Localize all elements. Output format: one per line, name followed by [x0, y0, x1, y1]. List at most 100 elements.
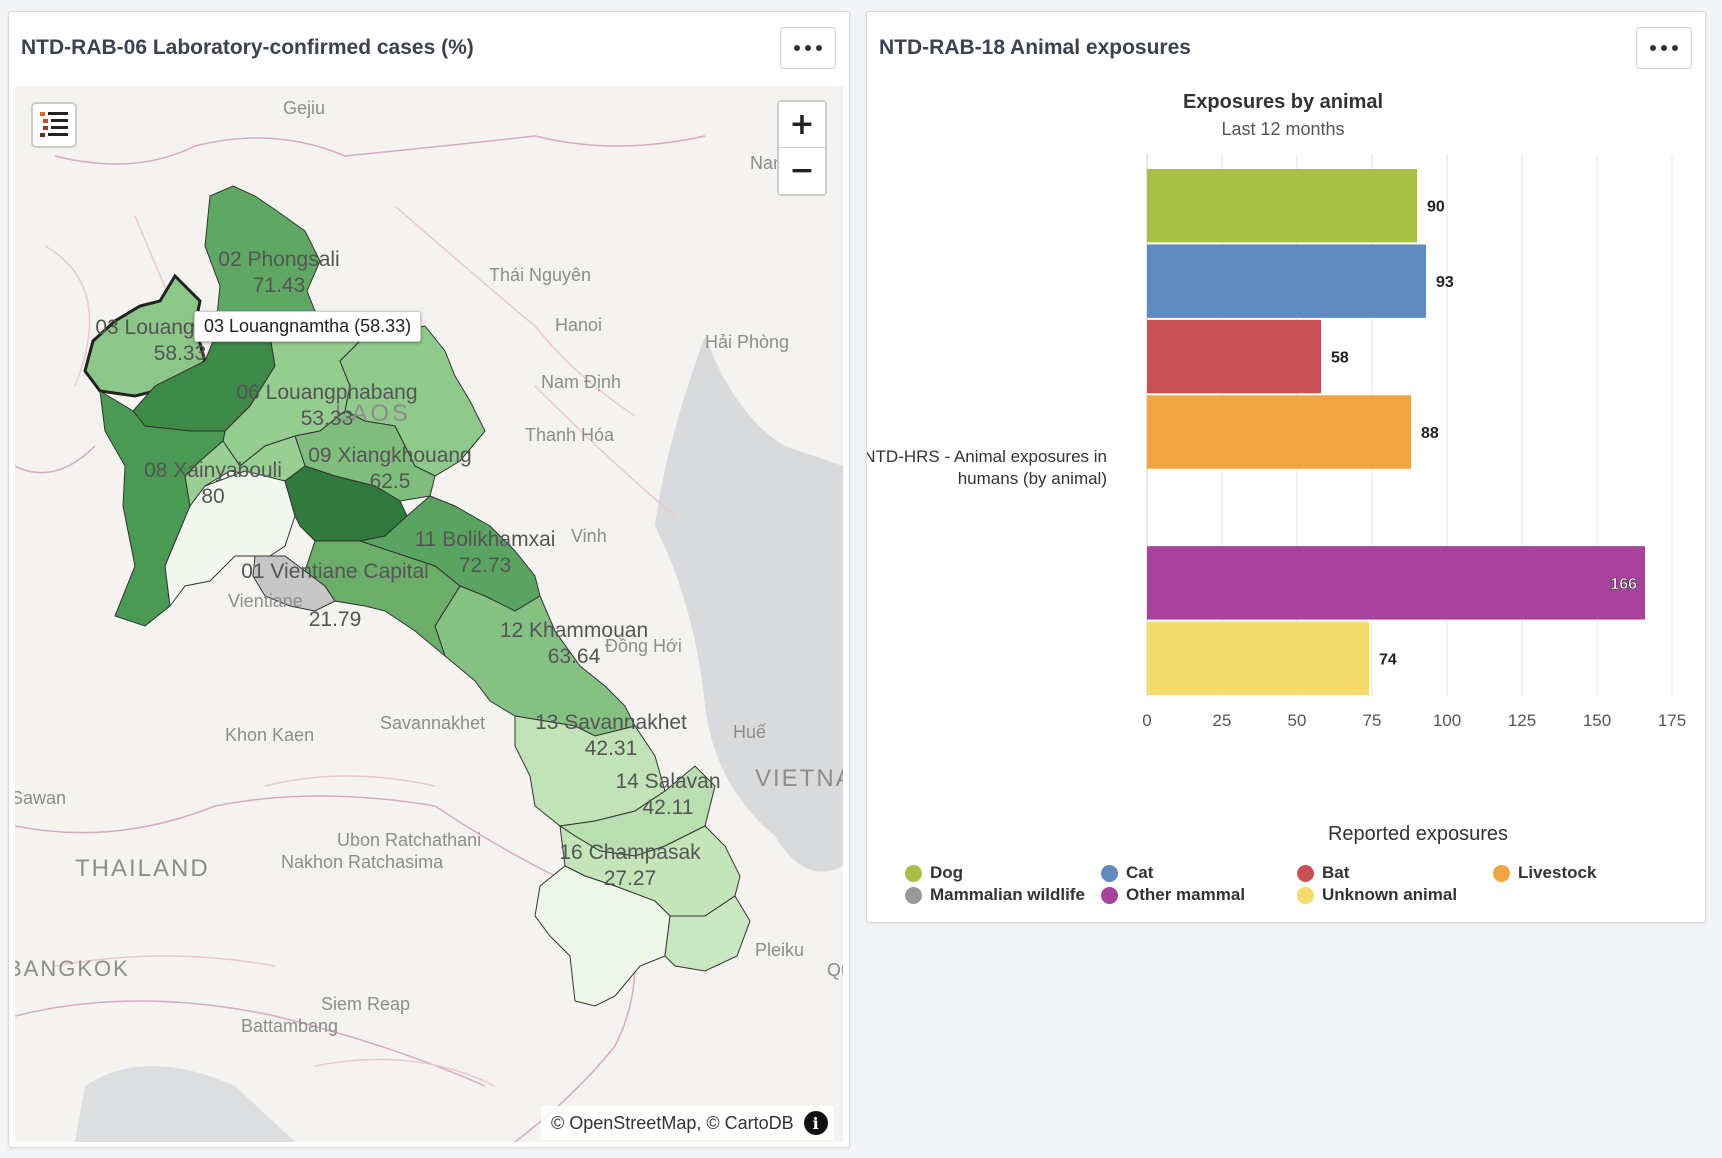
basemap-label: Đồng Hới — [605, 636, 682, 656]
data-label: 166 — [1610, 576, 1637, 593]
bar-unknown-animal[interactable] — [1147, 621, 1369, 695]
basemap-label: Pleiku — [755, 940, 804, 960]
x-tick-label: 0 — [1142, 711, 1151, 730]
basemap-label: Battambang — [241, 1016, 338, 1036]
data-label: 90 — [1427, 199, 1445, 216]
data-label: 88 — [1421, 425, 1439, 442]
basemap-label: Thanh Hóa — [525, 425, 615, 445]
region-value: 27.27 — [604, 867, 657, 890]
map-panel-menu-button[interactable] — [780, 27, 836, 69]
region-07-houaphan[interactable] — [339, 325, 486, 477]
sea-shape — [655, 336, 843, 872]
x-tick-label: 25 — [1213, 711, 1232, 730]
chart-panel-menu-button[interactable] — [1636, 27, 1692, 69]
legend-item-dog[interactable]: Dog — [905, 863, 963, 883]
basemap-label: Thái Nguyên — [489, 265, 591, 285]
region-value: 42.31 — [585, 737, 638, 760]
legend-label: Cat — [1126, 863, 1154, 882]
region-label: 08 Xainyabouli — [144, 459, 282, 482]
legend-label: Unknown animal — [1322, 885, 1458, 904]
bar-other-mammal[interactable] — [1147, 546, 1645, 620]
data-label: 93 — [1436, 274, 1454, 291]
legend-label: Bat — [1322, 863, 1350, 882]
basemap-label: Nam Định — [541, 372, 621, 392]
region-value: 42.11 — [643, 796, 694, 819]
basemap-label: Sawan — [15, 788, 66, 808]
x-axis-label: Reported exposures — [1328, 823, 1508, 845]
legend-label: Mammalian wildlife — [930, 885, 1085, 904]
map-canvas[interactable]: Gejiu Thái Nguyên Hanoi Hải Phòng Nam Đị… — [15, 86, 843, 1142]
zoom-in-button[interactable]: + — [779, 102, 825, 148]
dot-icon — [816, 45, 822, 51]
zoom-out-button[interactable]: − — [779, 148, 825, 194]
sea-shape — [75, 1066, 295, 1142]
region-label: 02 Phongsali — [218, 248, 339, 271]
legend-item-bat[interactable]: Bat — [1297, 863, 1349, 883]
region-value: 80 — [201, 485, 224, 508]
data-label: 58 — [1331, 350, 1349, 367]
legend-label: Livestock — [1518, 863, 1597, 882]
bar-livestock[interactable] — [1147, 395, 1411, 469]
basemap-label: Vientiane — [228, 591, 303, 611]
region-label: 14 Salavan — [615, 770, 720, 793]
region-label: 06 Louangphabang — [236, 381, 417, 404]
region-16-champasak[interactable] — [534, 865, 671, 1007]
x-tick-label: 100 — [1433, 711, 1461, 730]
bar-dog[interactable] — [1147, 169, 1417, 243]
legend-item-cat[interactable]: Cat — [1101, 863, 1153, 883]
x-tick-label: 125 — [1508, 711, 1536, 730]
basemap-label: Hải Phòng — [705, 332, 789, 352]
region-label: 16 Champasak — [559, 841, 701, 864]
chart-panel-title: NTD-RAB-18 Animal exposures — [879, 36, 1191, 59]
legend-item-livestock[interactable]: Livestock — [1493, 863, 1596, 883]
x-tick-label: 175 — [1658, 711, 1686, 730]
basemap-label: Hanoi — [555, 315, 602, 335]
region-label: 09 Xiangkhouang — [308, 444, 471, 467]
map-panel: NTD-RAB-06 Laboratory-confirmed cases (%… — [8, 11, 850, 1148]
x-tick-label: 50 — [1288, 711, 1307, 730]
category-label-line-2: humans (by animal) — [958, 469, 1107, 488]
legend-item-unknown-animal[interactable]: Unknown animal — [1297, 885, 1457, 905]
region-label: 01 Vientiane Capital — [241, 560, 429, 583]
data-label: 74 — [1379, 651, 1397, 668]
region-value: 71.43 — [253, 274, 306, 297]
region-value: 21.79 — [309, 608, 362, 631]
list-legend-icon — [40, 112, 68, 137]
region-value: 58.33 — [154, 342, 207, 365]
bar-cat[interactable] — [1147, 244, 1426, 318]
legend-item-mammalian-wildlife[interactable]: Mammalian wildlife — [905, 885, 1085, 905]
chart-panel: NTD-RAB-18 Animal exposures Exposures by… — [866, 11, 1706, 923]
info-icon[interactable]: i — [803, 1111, 828, 1135]
choropleth-map[interactable]: Gejiu Thái Nguyên Hanoi Hải Phòng Nam Đị… — [15, 86, 843, 1142]
dot-icon — [794, 45, 800, 51]
map-panel-title: NTD-RAB-06 Laboratory-confirmed cases (%… — [21, 36, 474, 59]
map-legend-button[interactable] — [31, 102, 77, 148]
bar-bat[interactable] — [1147, 319, 1321, 394]
category-label-line-1: NTD-HRS - Animal exposures in — [867, 447, 1107, 466]
region-label: 12 Khammouan — [500, 619, 648, 642]
basemap-label: Khon Kaen — [225, 725, 314, 745]
basemap-label: Huế — [733, 722, 766, 742]
region-02-phongsali[interactable] — [204, 185, 321, 337]
bar-chart: Exposures by animal Last 12 months 90 93 5… — [867, 91, 1686, 845]
chart-subtitle: Last 12 months — [1221, 119, 1344, 139]
basemap-label: Vinh — [571, 526, 607, 546]
region-01-vientiane-capital[interactable] — [252, 555, 336, 612]
dot-icon — [1650, 45, 1656, 51]
region-bolikhamxai-south[interactable] — [304, 540, 461, 658]
legend-item-other-mammal[interactable]: Other mammal — [1101, 885, 1245, 905]
basemap-label: VIETNAM — [755, 765, 843, 792]
legend-label: Other mammal — [1126, 885, 1246, 904]
legend-marker-icon — [1101, 864, 1118, 882]
x-tick-label: 150 — [1583, 711, 1611, 730]
basemap-label: Siem Reap — [321, 994, 410, 1014]
region-value: 72.73 — [459, 554, 512, 577]
attribution-text[interactable]: © OpenStreetMap, © CartoDB — [551, 1112, 794, 1133]
map-attribution: © OpenStreetMap, © CartoDB i — [541, 1106, 834, 1140]
basemap-label: Qui — [827, 960, 843, 980]
map-tooltip: 03 Louangnamtha (58.33) — [194, 311, 422, 342]
legend-marker-icon — [905, 886, 922, 904]
region-17-attapeu[interactable] — [664, 895, 751, 972]
legend-marker-icon — [1101, 886, 1118, 904]
chart-title: Exposures by animal — [1183, 91, 1383, 113]
